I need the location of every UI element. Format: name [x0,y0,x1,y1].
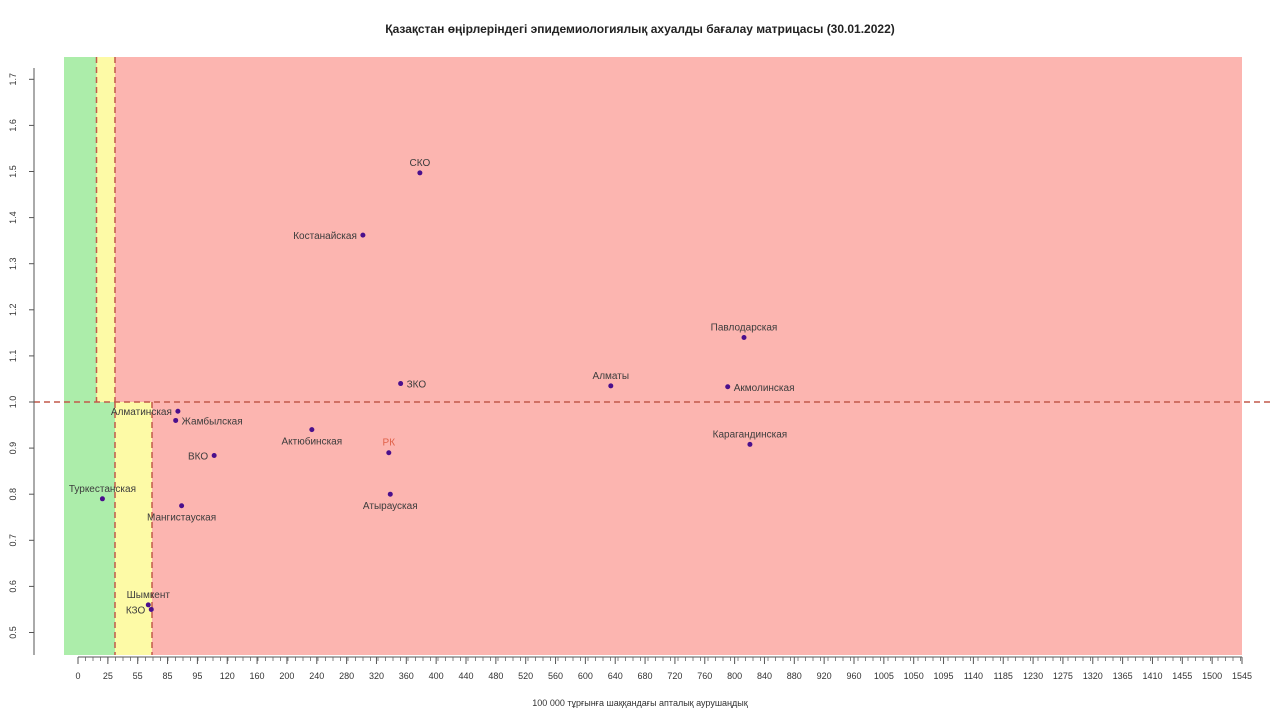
data-point [398,381,404,387]
x-tick-label: 520 [518,671,533,681]
x-tick-label: 280 [339,671,354,681]
y-tick-label: 1.1 [8,350,18,363]
data-point [309,427,315,433]
data-point-label: ЗКО [407,380,427,391]
data-point [148,606,154,612]
data-point [179,503,185,509]
data-point [211,452,217,458]
x-tick-label: 1275 [1053,671,1073,681]
data-point [417,170,423,176]
y-tick-label: 1.6 [8,119,18,132]
x-tick-label: 240 [309,671,324,681]
data-point [725,384,731,390]
x-tick-label: 440 [458,671,473,681]
chart-title: Қазақстан өңірлеріндегі эпидемиологиялық… [385,22,895,36]
data-point [747,441,753,447]
y-tick-label: 1.7 [8,73,18,86]
x-tick-label: 1320 [1083,671,1103,681]
y-tick-label: 1.2 [8,304,18,317]
data-point [175,408,181,414]
x-tick-label: 160 [250,671,265,681]
data-point-label: Алматинская [111,407,172,418]
x-tick-label: 120 [220,671,235,681]
zone-green-lower [64,402,115,655]
x-tick-label: 25 [103,671,113,681]
x-tick-label: 0 [75,671,80,681]
data-point-label: Акмолинская [734,383,795,394]
x-tick-label: 400 [429,671,444,681]
y-tick-label: 0.9 [8,442,18,455]
x-tick-label: 1230 [1023,671,1043,681]
data-point-label: Мангистауская [147,513,216,524]
x-tick-label: 840 [757,671,772,681]
zone-yellow-lower [115,402,152,655]
x-tick-label: 360 [399,671,414,681]
y-tick-label: 1.4 [8,211,18,224]
data-point [386,450,392,456]
data-point [608,383,614,389]
x-tick-label: 560 [548,671,563,681]
y-tick-label: 0.6 [8,580,18,593]
data-point-label: Актюбинская [282,436,343,448]
y-tick-label: 0.8 [8,488,18,501]
x-tick-label: 1095 [934,671,954,681]
x-tick-label: 1500 [1202,671,1222,681]
data-point-label: Алматы [593,371,630,382]
x-tick-label: 480 [488,671,503,681]
data-point [99,496,105,502]
data-point [741,334,747,340]
data-point-label: Павлодарская [711,322,778,333]
x-tick-label: 95 [192,671,202,681]
x-tick-label: 1140 [964,671,983,681]
x-tick-label: 600 [578,671,593,681]
y-tick-label: 0.7 [8,534,18,547]
y-tick-label: 0.5 [8,626,18,639]
x-tick-label: 680 [638,671,653,681]
x-tick-label: 1455 [1172,671,1192,681]
zone-red [64,57,1242,655]
data-point-label: СКО [410,158,431,169]
data-point-label: Карагандинская [713,429,788,440]
x-tick-label: 320 [369,671,384,681]
data-point [360,232,366,238]
data-point [387,491,393,497]
data-point-label: ВКО [188,451,208,462]
x-tick-label: 640 [608,671,623,681]
y-tick-label: 1.5 [8,165,18,178]
x-tick-label: 200 [279,671,294,681]
x-tick-label: 720 [667,671,682,681]
data-point-label: РК [383,438,396,449]
data-point-label: Костанайская [293,231,357,242]
data-point-label: Шымкент [127,590,171,601]
x-tick-label: 85 [163,671,173,681]
data-point-label: Жамбылская [182,415,243,427]
data-point [173,417,179,423]
data-point-label: Туркестанская [69,484,136,495]
x-axis-label: 100 000 тұрғынға шаққандағы апталық ауру… [532,698,748,708]
zone-green-upper [64,57,97,402]
y-tick-label: 1.0 [8,396,18,409]
x-tick-label: 920 [817,671,832,681]
x-tick-label: 1185 [994,671,1013,681]
x-tick-label: 1005 [874,671,894,681]
data-point-label: КЗО [126,605,146,616]
y-tick-label: 1.3 [8,257,18,270]
x-tick-label: 1365 [1113,671,1133,681]
data-point-label: Атырауская [363,501,418,512]
x-tick-label: 1410 [1142,671,1162,681]
x-tick-label: 760 [697,671,712,681]
x-tick-label: 880 [787,671,802,681]
x-tick-label: 960 [846,671,861,681]
x-tick-label: 55 [133,671,143,681]
x-tick-label: 1050 [904,671,924,681]
data-point [145,602,151,608]
zone-yellow-upper [96,57,115,402]
x-tick-label: 1545 [1232,671,1252,681]
x-tick-label: 800 [727,671,742,681]
